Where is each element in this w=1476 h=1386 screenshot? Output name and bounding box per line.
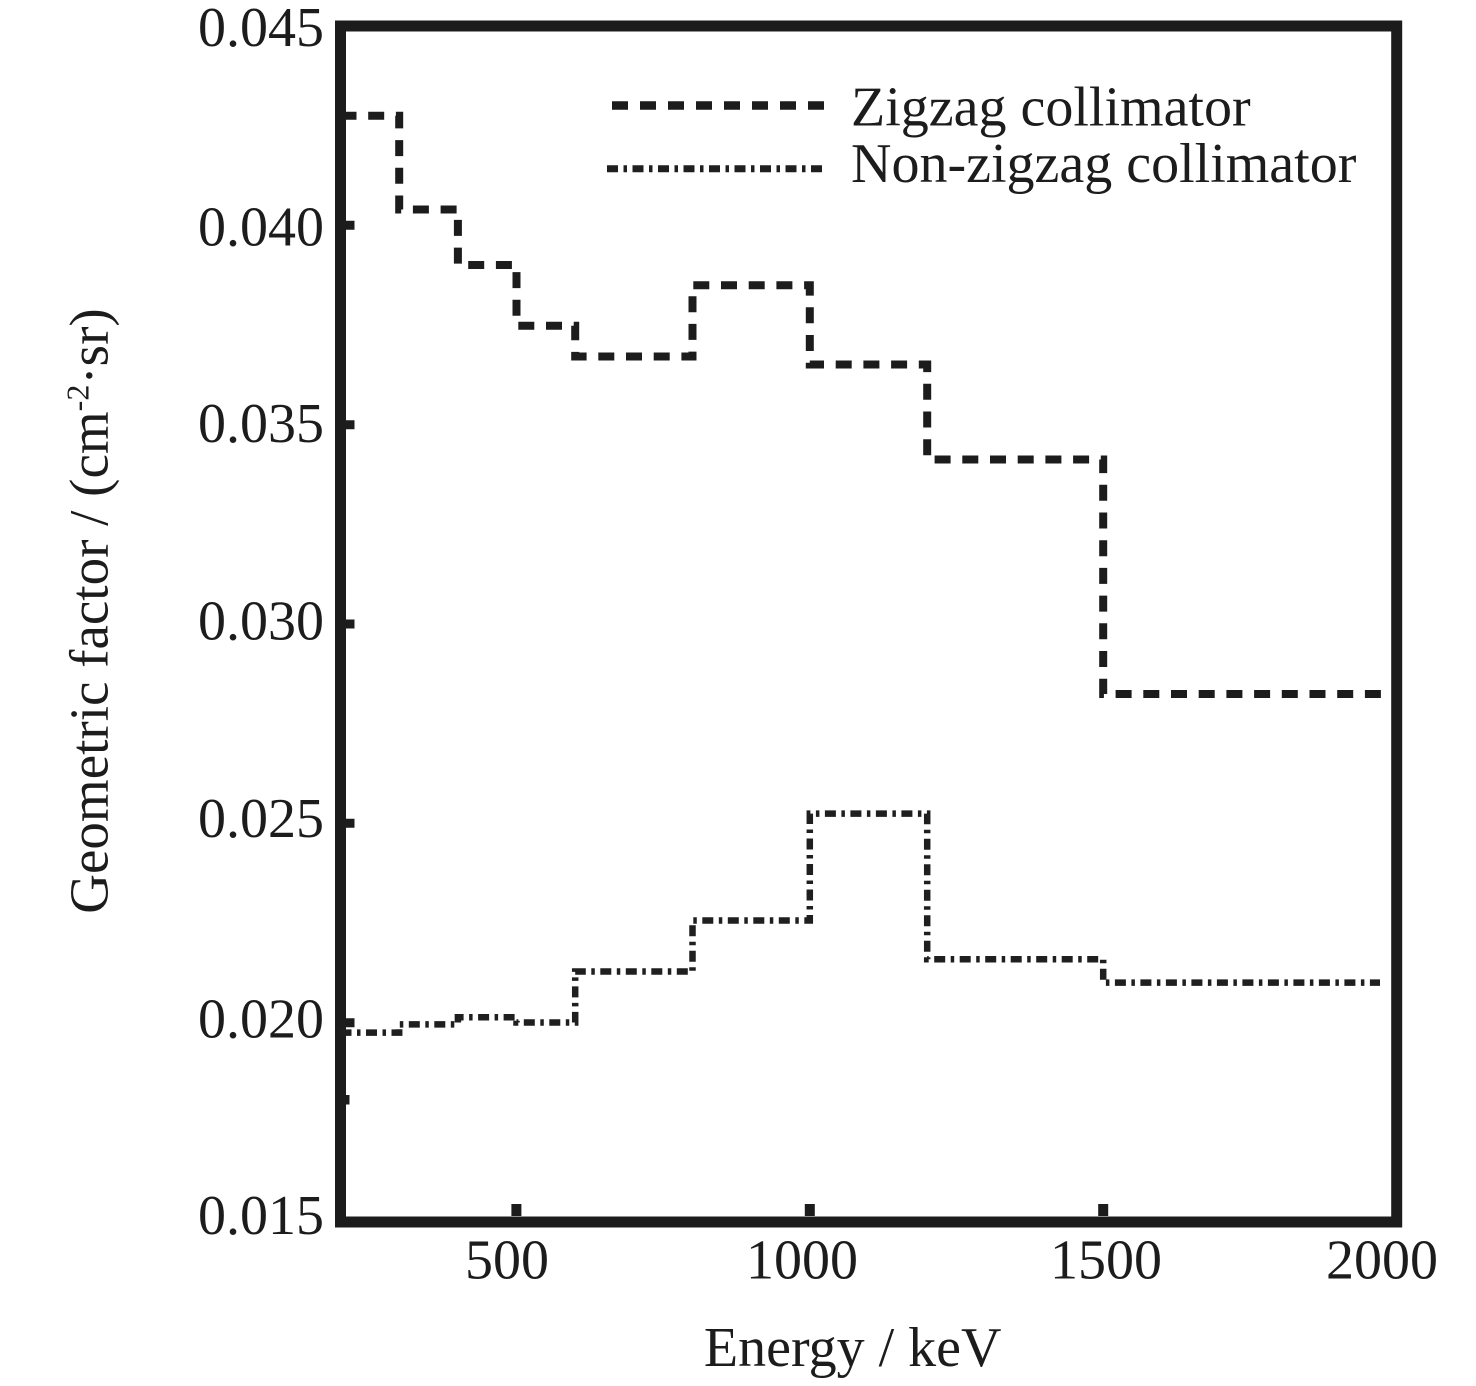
svg-text:0.045: 0.045 — [198, 0, 324, 59]
svg-text:2000: 2000 — [1326, 1230, 1438, 1292]
svg-text:0.015: 0.015 — [198, 1185, 324, 1247]
svg-text:Zigzag collimator: Zigzag collimator — [851, 77, 1251, 139]
svg-text:1000: 1000 — [746, 1230, 858, 1292]
svg-text:1500: 1500 — [1050, 1230, 1162, 1292]
svg-text:0.030: 0.030 — [198, 591, 324, 653]
svg-text:Geometric factor / (cm-2·sr): Geometric factor / (cm-2·sr) — [59, 308, 120, 913]
svg-text:Non-zigzag collimator: Non-zigzag collimator — [851, 133, 1357, 195]
svg-text:500: 500 — [465, 1230, 549, 1292]
svg-text:0.020: 0.020 — [198, 989, 324, 1051]
svg-text:0.035: 0.035 — [198, 393, 324, 455]
svg-text:0.040: 0.040 — [198, 196, 324, 258]
svg-text:0.025: 0.025 — [198, 788, 324, 850]
svg-text:Energy / keV: Energy / keV — [704, 1317, 1002, 1379]
